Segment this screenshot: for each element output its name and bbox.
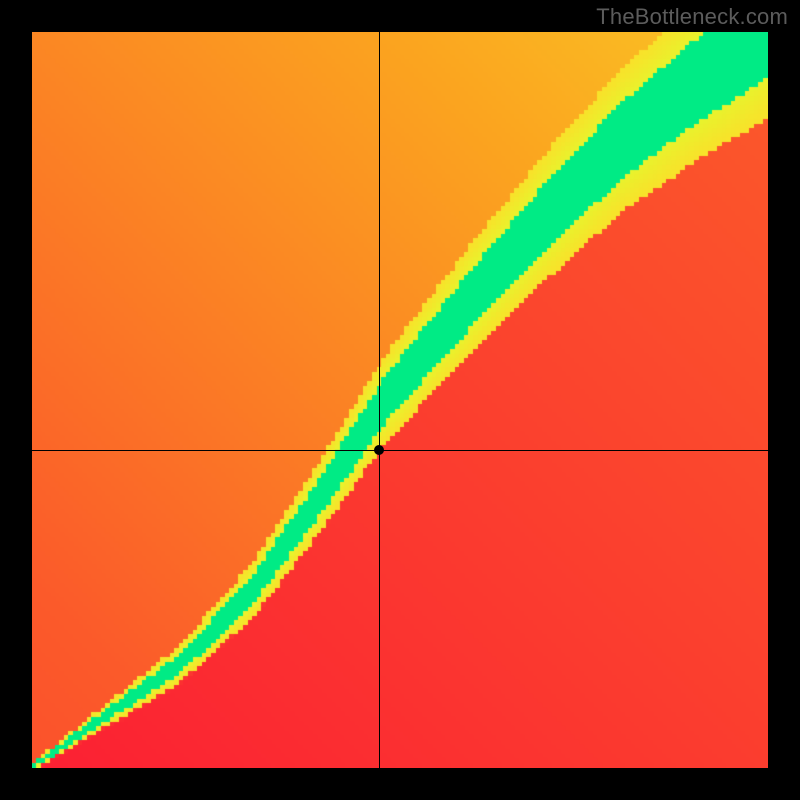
watermark-text: TheBottleneck.com [596,4,788,30]
chart-container: TheBottleneck.com [0,0,800,800]
crosshair-horizontal [32,450,768,451]
plot-area [32,32,768,768]
bottleneck-heatmap [32,32,768,768]
crosshair-vertical [379,32,380,768]
